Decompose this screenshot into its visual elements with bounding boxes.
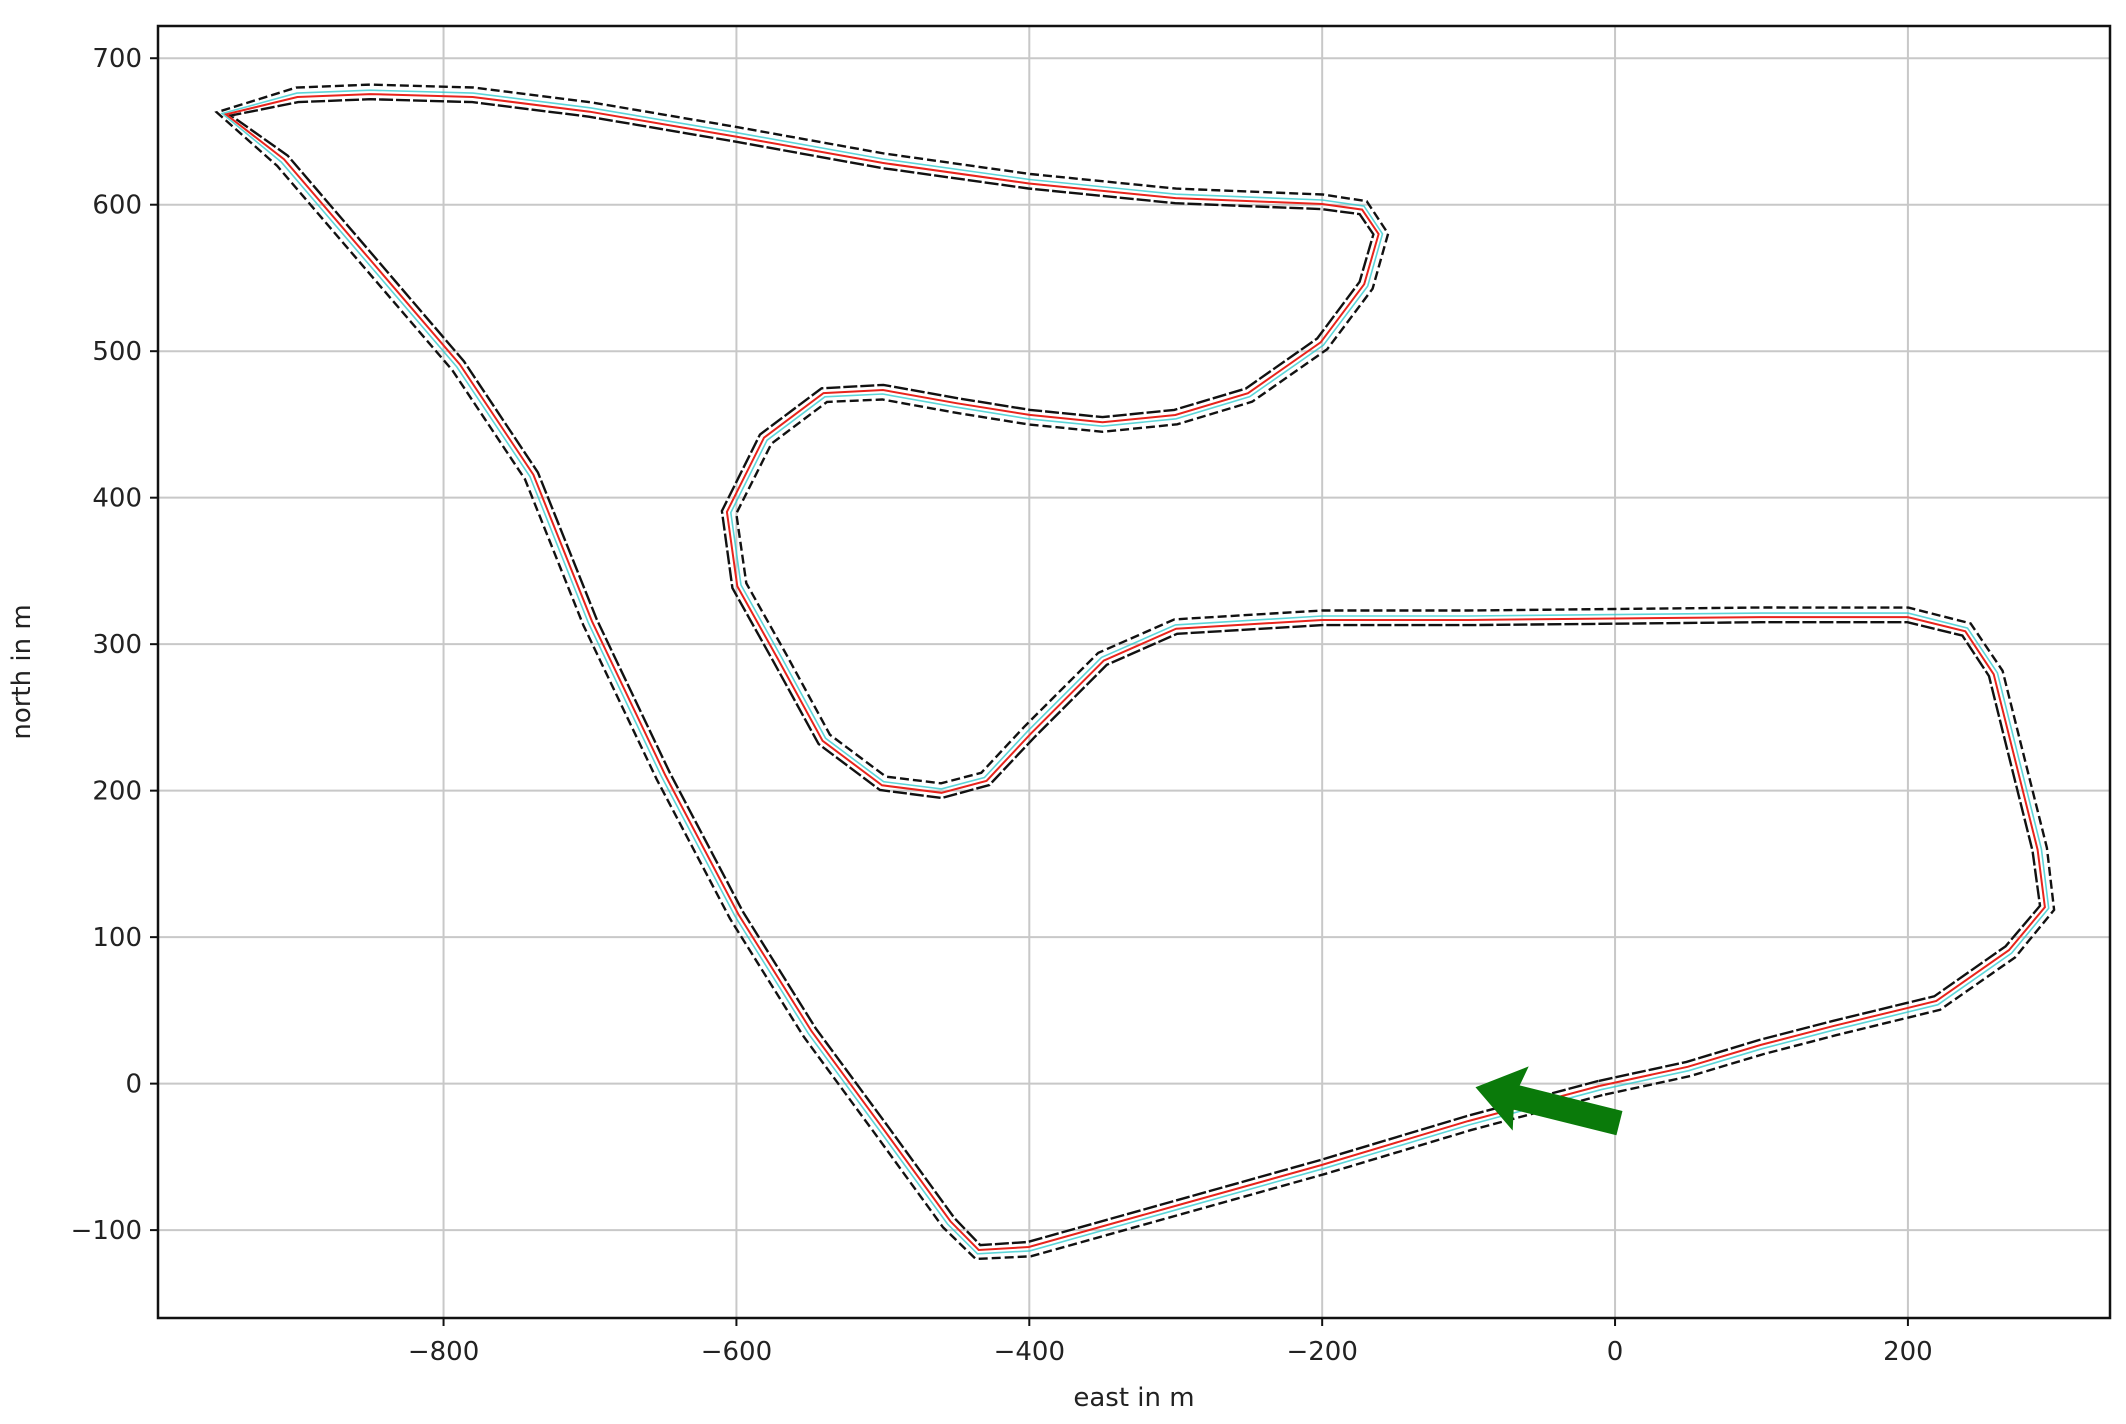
- y-tick-label: 100: [92, 923, 142, 953]
- y-axis-label: north in m: [7, 604, 37, 739]
- vehicle-arrow-polygon: [1475, 1066, 1623, 1136]
- x-tick-label: −400: [994, 1337, 1065, 1367]
- vehicle-arrow-shape: [1475, 1066, 1623, 1136]
- y-tick-label: −100: [71, 1216, 142, 1246]
- raceline: [223, 93, 2046, 1252]
- x-tick-label: −600: [701, 1337, 772, 1367]
- x-tick-label: −200: [1286, 1337, 1357, 1367]
- raceline-alt: [220, 89, 2050, 1255]
- y-tick-label: 400: [92, 484, 142, 514]
- x-tick-label: 200: [1883, 1337, 1933, 1367]
- x-tick-label: 0: [1607, 1337, 1624, 1367]
- y-tick-label: 300: [92, 630, 142, 660]
- y-tick-label: 0: [125, 1070, 142, 1100]
- y-axis-ticks: −100 0 100 200 300 400 500 600 700: [71, 44, 158, 1246]
- plot-frame: [156, 24, 2112, 1320]
- y-tick-label: 500: [92, 337, 142, 367]
- grid-lines: [158, 26, 2110, 1318]
- x-axis-label: east in m: [1073, 1383, 1194, 1413]
- y-tick-label: 600: [92, 191, 142, 221]
- track-boundary-right: [228, 97, 2042, 1247]
- track-boundary-left: [214, 83, 2056, 1261]
- y-tick-label: 200: [92, 777, 142, 807]
- x-axis-ticks: −800 −600 −400 −200 0 200: [408, 1318, 1933, 1367]
- y-tick-label: 700: [92, 44, 142, 74]
- track-lines: [214, 83, 2056, 1261]
- vehicle-arrow: [1475, 1066, 1623, 1136]
- x-tick-label: −800: [408, 1337, 479, 1367]
